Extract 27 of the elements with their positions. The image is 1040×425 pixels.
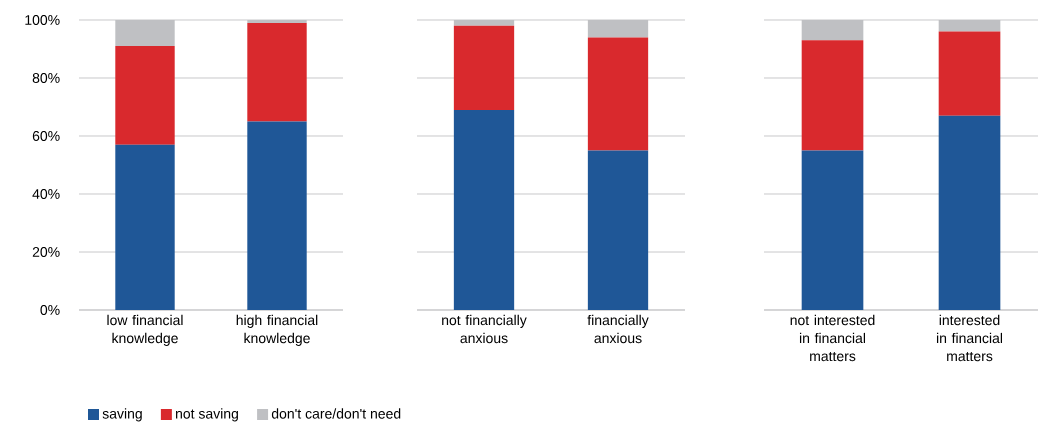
legend-label: saving (102, 408, 142, 422)
y-tick-label: 60% (32, 131, 60, 141)
bar (938, 31, 1001, 116)
legend-label: don't care/don't need (271, 408, 401, 419)
x-tick-label: interested in financial matters (936, 314, 1003, 362)
y-tick-label: 100% (25, 15, 60, 25)
bar (801, 40, 864, 151)
bar (453, 25, 515, 110)
y-tick-label: 0% (40, 305, 60, 315)
y-tick-label: 80% (32, 73, 60, 83)
bar (247, 121, 307, 310)
legend-label: not saving (176, 408, 238, 422)
x-tick-label: low financial knowledge (107, 314, 183, 346)
bar (587, 37, 649, 151)
bar (247, 22, 307, 122)
bar (115, 144, 175, 310)
bar (587, 150, 649, 310)
x-tick-label: not interested in financial matters (790, 314, 875, 362)
y-tick-label: 20% (32, 247, 60, 257)
x-tick-label: not financially anxious (442, 314, 527, 344)
bar (453, 109, 515, 310)
x-tick-label: high financial knowledge (236, 314, 318, 346)
bar (938, 115, 1001, 310)
bar (801, 150, 864, 310)
y-tick-label: 40% (32, 189, 60, 199)
bar (115, 46, 175, 145)
x-tick-label: financially anxious (587, 314, 649, 344)
